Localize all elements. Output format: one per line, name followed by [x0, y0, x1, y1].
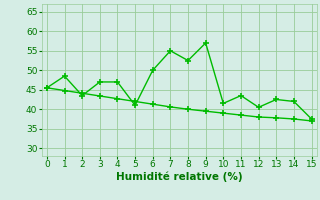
X-axis label: Humidité relative (%): Humidité relative (%) — [116, 172, 243, 182]
